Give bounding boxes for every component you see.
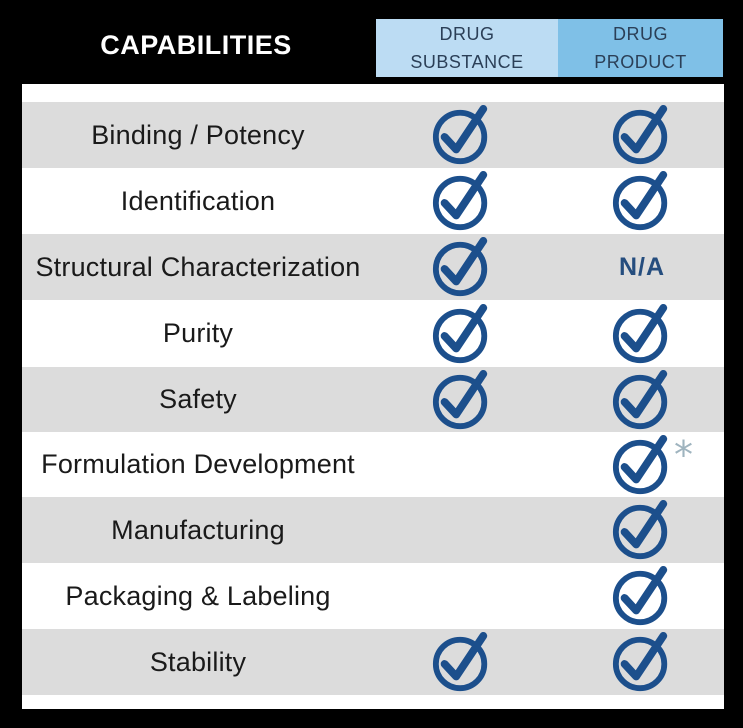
capability-label: Packaging & Labeling [65, 580, 331, 611]
drug-substance-column-header: DRUG SUBSTANCE [376, 19, 558, 77]
capability-label: Identification [120, 185, 276, 216]
table-row: Structural Characterization N/A [22, 234, 724, 300]
check-icon [431, 170, 493, 232]
table-row: Manufacturing [22, 497, 724, 563]
drug-substance-header-line1: DRUG [439, 24, 495, 44]
drug-product-cell [582, 367, 702, 432]
drug-substance-cell [402, 367, 522, 432]
check-icon [611, 303, 673, 365]
capabilities-table: Binding / Potency Identification Structura… [22, 84, 724, 709]
drug-substance-cell [402, 300, 522, 367]
drug-product-cell [582, 300, 702, 367]
drug-substance-cell [402, 168, 522, 234]
check-icon [611, 434, 673, 496]
drug-substance-cell [402, 629, 522, 695]
capability-label: Purity [162, 318, 234, 348]
capability-label: Structural Characterization [35, 251, 361, 282]
check-icon [431, 104, 493, 166]
drug-product-cell [582, 432, 702, 497]
capability-label: Formulation Development [41, 449, 355, 479]
drug-product-header-line1: DRUG [613, 24, 668, 44]
table-row: Stability [22, 629, 724, 695]
drug-product-cell: N/A [582, 234, 702, 300]
capabilities-heading: CAPABILITIES [100, 29, 292, 60]
table-row: Purity [22, 300, 724, 367]
capability-label: Stability [149, 646, 247, 677]
drug-product-cell [582, 563, 702, 629]
table-row: Packaging & Labeling [22, 563, 724, 629]
drug-product-cell [582, 168, 702, 234]
capability-label: Safety [159, 384, 237, 414]
drug-product-header-line2: PRODUCT [594, 52, 687, 72]
asterisk-note-icon: * [674, 433, 693, 477]
drug-product-cell [582, 102, 702, 168]
drug-substance-cell [402, 102, 522, 168]
check-icon [611, 170, 673, 232]
drug-substance-cell [402, 432, 522, 497]
not-applicable-text: N/A [618, 252, 666, 281]
drug-product-cell [582, 629, 702, 695]
capability-label: Manufacturing [111, 514, 285, 545]
check-icon [611, 369, 673, 431]
check-icon [611, 499, 673, 561]
table-row: Identification [22, 168, 724, 234]
check-icon [611, 631, 673, 693]
drug-product-column-header: DRUG PRODUCT [558, 19, 723, 77]
check-icon [431, 236, 493, 298]
table-row: Binding / Potency [22, 102, 724, 168]
check-icon [431, 369, 493, 431]
drug-product-cell [582, 497, 702, 563]
drug-substance-header-line2: SUBSTANCE [410, 52, 524, 72]
table-row: Formulation Development * [22, 432, 724, 497]
drug-substance-cell [402, 497, 522, 563]
check-icon [611, 565, 673, 627]
table-row: Safety [22, 367, 724, 432]
check-icon [431, 631, 493, 693]
capability-label: Binding / Potency [91, 119, 305, 150]
check-icon [431, 303, 493, 365]
drug-substance-cell [402, 234, 522, 300]
drug-substance-cell [402, 563, 522, 629]
check-icon [611, 104, 673, 166]
